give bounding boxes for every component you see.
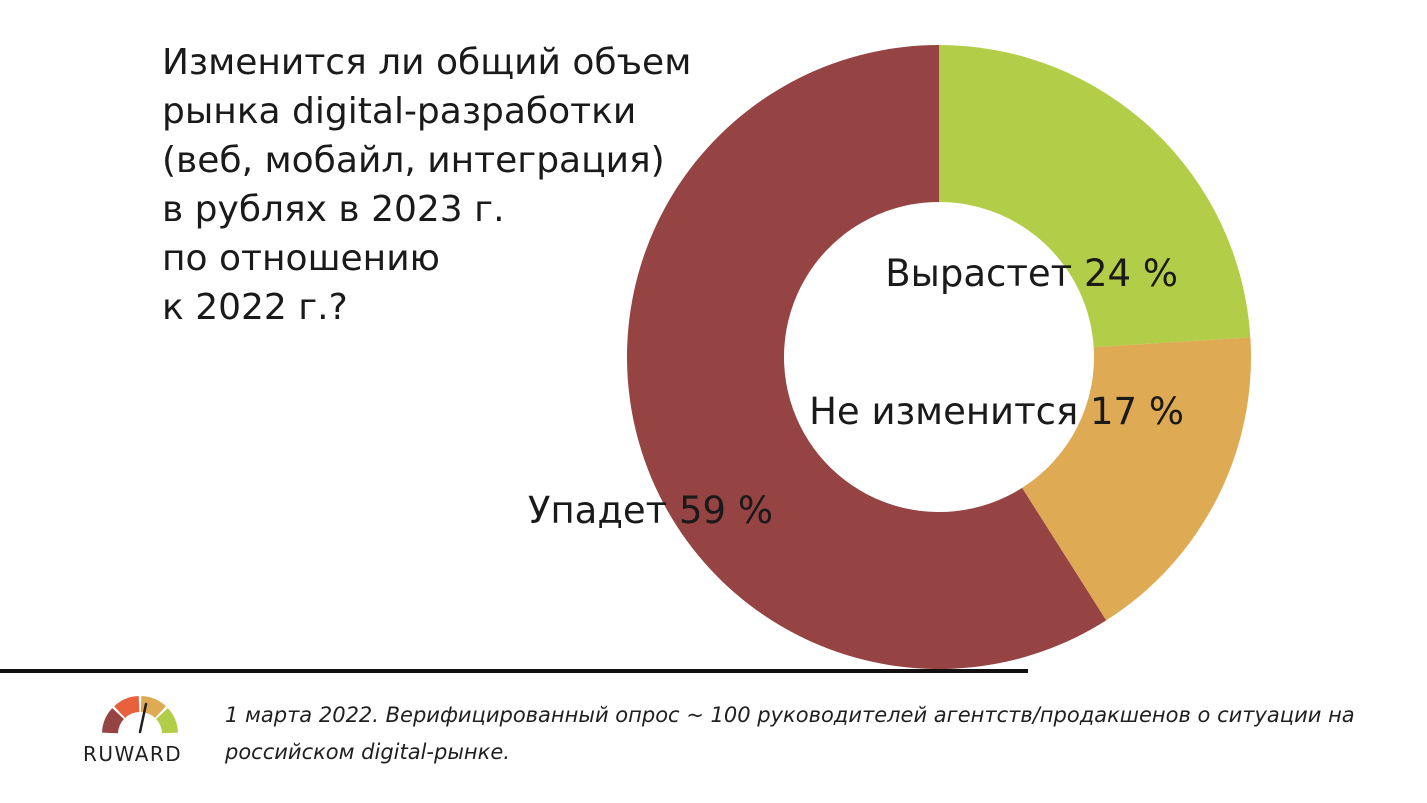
donut-slices xyxy=(627,44,1252,669)
question-line-4: в рублях в 2023 г. xyxy=(162,189,505,230)
slice-label-name-1: Вырастет xyxy=(885,252,1084,295)
logo-wordmark: RUWARD xyxy=(83,742,183,766)
logo-segment-2 xyxy=(114,696,140,718)
slice-label-1: Вырастет 24 % xyxy=(885,252,1178,295)
slice-3 xyxy=(627,44,1107,669)
donut-labels: Вырастет 24 % Не изменится 17 % Упадет 59 … xyxy=(528,252,1184,532)
question-line-5: по отношению xyxy=(162,238,440,279)
question-title: Изменится ли общий объем рынка digital-р… xyxy=(162,38,722,332)
slice-1 xyxy=(939,45,1251,348)
logo-segment-3 xyxy=(140,696,166,718)
survey-footnote: 1 марта 2022. Верифицированный опрос ~ 1… xyxy=(225,703,1355,764)
question-line-2: рынка digital-разработки xyxy=(162,91,637,132)
question-line-3: (веб, мобайл, интеграция) xyxy=(162,140,665,181)
slice-label-value-2: 17 % xyxy=(1090,390,1184,433)
question-line-6: к 2022 г.? xyxy=(162,287,348,328)
logo-segment-1 xyxy=(102,708,124,734)
slice-label-3: Упадет 59 % xyxy=(528,489,773,532)
footer-divider xyxy=(0,669,1028,673)
slice-label-2: Не изменится 17 % xyxy=(809,390,1184,433)
slice-2 xyxy=(1022,337,1252,621)
question-line-1: Изменится ли общий объем xyxy=(162,42,692,83)
slice-label-name-2: Не изменится xyxy=(809,390,1090,433)
slice-label-name-3: Упадет xyxy=(528,489,679,532)
slice-label-value-3: 59 % xyxy=(679,489,773,532)
slice-label-value-1: 24 % xyxy=(1084,252,1178,295)
ruward-logo-icon xyxy=(102,696,178,734)
logo-segment-4 xyxy=(156,708,178,734)
